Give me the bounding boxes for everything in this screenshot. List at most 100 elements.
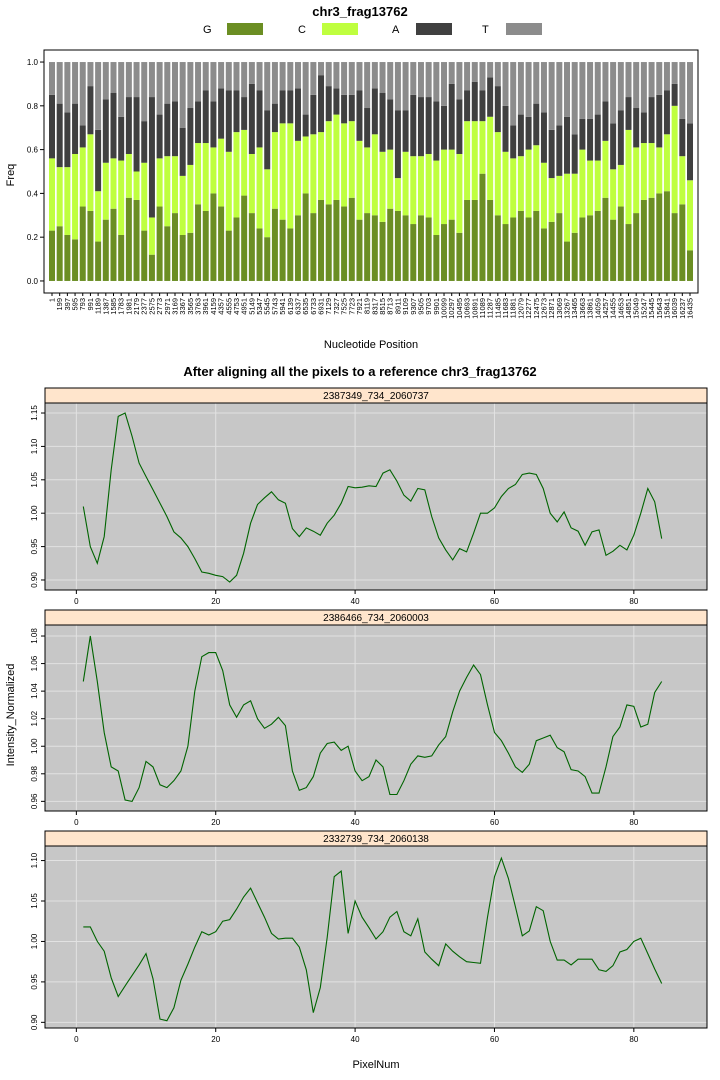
bar-segment-A — [110, 92, 117, 159]
bar-segment-C — [187, 164, 194, 233]
legend-swatch-T — [506, 23, 542, 35]
bar-segment-T — [602, 62, 609, 102]
bar-segment-A — [187, 108, 194, 165]
bar-segment-A — [56, 103, 63, 168]
bar-segment-A — [394, 110, 401, 179]
y-tick-label: 1.15 — [30, 405, 39, 421]
bar-segment-G — [318, 199, 325, 281]
bar-segment-C — [571, 173, 578, 233]
bar-segment-A — [233, 90, 240, 133]
bar-segment-G — [241, 195, 248, 281]
bar-segment-A — [441, 105, 448, 150]
bar-segment-A — [571, 134, 578, 174]
intensity-line — [82, 635, 663, 803]
bar-segment-T — [687, 62, 693, 124]
x-tick-label: 3763 — [194, 298, 203, 315]
bar-segment-A — [348, 94, 355, 122]
x-tick-label: 12277 — [524, 298, 533, 319]
bar-segment-A — [125, 97, 132, 154]
bar-segment-G — [456, 232, 463, 281]
bar-segment-T — [356, 62, 363, 91]
chart2-xlabel: PixelNum — [352, 1059, 399, 1071]
bar-segment-A — [256, 90, 263, 148]
x-tick-label: 1387 — [101, 298, 110, 315]
bar-segment-G — [417, 215, 424, 281]
bar-segment-A — [287, 90, 294, 124]
bar-segment-G — [671, 213, 678, 281]
bar-segment-C — [556, 175, 563, 214]
bar-segment-T — [79, 62, 86, 126]
y-tick-label: 1.05 — [30, 893, 39, 909]
x-tick-label: 1 — [48, 298, 57, 302]
bar-segment-A — [610, 123, 617, 170]
bar-segment-A — [202, 90, 209, 144]
bar-segment-T — [510, 62, 517, 126]
bar-segment-A — [425, 97, 432, 154]
bar-segment-T — [318, 62, 325, 76]
bar-segment-A — [387, 99, 394, 150]
bar-segment-T — [110, 62, 117, 93]
x-tick-label: 2575 — [147, 298, 156, 315]
x-tick-label: 6139 — [286, 298, 295, 315]
bar-segment-G — [548, 221, 555, 281]
bar-segment-T — [187, 62, 194, 109]
bar-segment-C — [394, 178, 401, 211]
bar-segment-A — [617, 110, 624, 165]
x-tick-label: 15445 — [647, 298, 656, 319]
x-tick-label: 80 — [629, 818, 638, 827]
bar-segment-A — [517, 114, 524, 157]
bar-segment-T — [118, 62, 125, 117]
bar-segment-A — [510, 125, 517, 159]
bar-segment-T — [540, 62, 547, 113]
bar-segment-T — [310, 62, 317, 95]
x-tick-label: 0 — [74, 597, 79, 606]
bar-segment-G — [387, 208, 394, 281]
bar-segment-C — [348, 121, 355, 198]
panel-frame — [44, 402, 708, 591]
x-tick-label: 1981 — [124, 298, 133, 315]
bar-segment-C — [110, 158, 117, 209]
bar-segment-T — [171, 62, 178, 102]
y-tick-label: 0.8 — [27, 102, 39, 111]
bar-segment-C — [210, 147, 217, 194]
x-tick-label: 80 — [629, 597, 638, 606]
bar-segment-A — [448, 83, 455, 150]
bar-segment-G — [333, 199, 340, 281]
bar-segment-T — [256, 62, 263, 91]
x-tick-label: 5545 — [263, 298, 272, 315]
bar-segment-T — [248, 62, 255, 84]
bar-segment-G — [564, 241, 571, 281]
bar-segment-C — [663, 134, 670, 192]
bar-segment-T — [95, 62, 102, 130]
bar-segment-T — [556, 62, 563, 126]
bar-segment-A — [548, 129, 555, 179]
bar-segment-G — [95, 241, 102, 281]
bar-segment-A — [417, 97, 424, 157]
bar-segment-C — [302, 136, 309, 194]
bar-segment-T — [156, 62, 163, 115]
y-tick-label: 0.95 — [30, 538, 39, 554]
x-tick-label: 8317 — [370, 298, 379, 315]
bar-segment-G — [148, 254, 155, 281]
bar-segment-T — [379, 62, 386, 93]
x-tick-label: 60 — [490, 1035, 499, 1044]
bar-segment-G — [471, 199, 478, 281]
bar-segment-A — [294, 88, 301, 141]
bar-segment-C — [602, 140, 609, 198]
x-tick-label: 14455 — [609, 298, 618, 319]
x-tick-label: 60 — [490, 818, 499, 827]
bar-segment-G — [256, 228, 263, 281]
bar-segment-T — [294, 62, 301, 89]
x-tick-label: 40 — [351, 1035, 360, 1044]
bar-segment-A — [364, 108, 371, 148]
bar-segment-G — [156, 206, 163, 281]
bar-segment-A — [464, 90, 471, 122]
bar-segment-T — [402, 62, 409, 111]
bar-segment-C — [179, 175, 186, 235]
y-tick-label: 0.6 — [27, 146, 39, 155]
panel-frame — [44, 845, 708, 1029]
y-tick-label: 1.00 — [30, 738, 39, 754]
x-tick-label: 7327 — [332, 298, 341, 315]
x-tick-label: 11089 — [478, 298, 487, 318]
